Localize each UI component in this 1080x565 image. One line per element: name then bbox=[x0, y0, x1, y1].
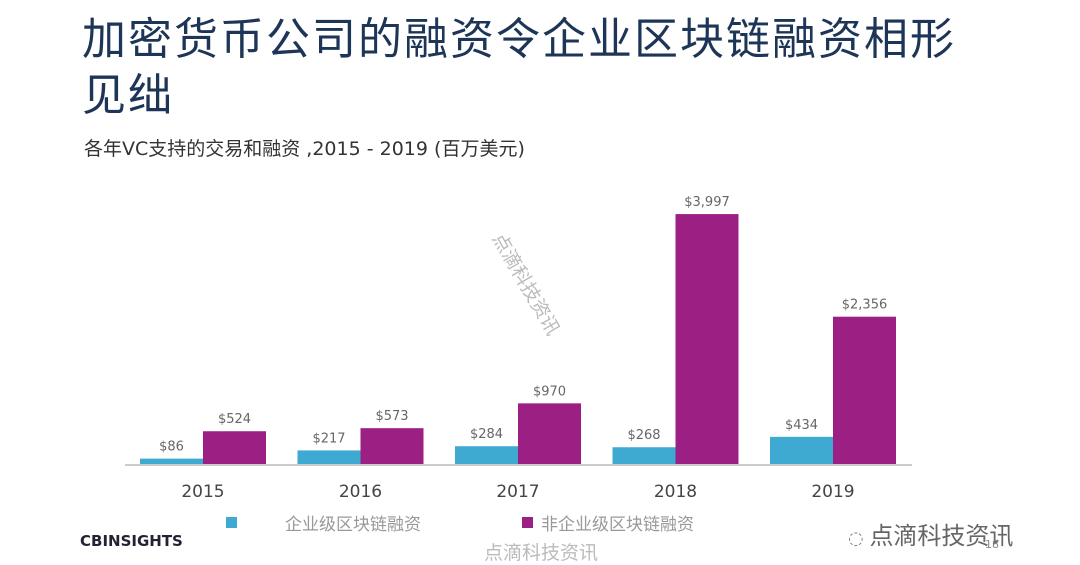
x-tick-label: 2017 bbox=[496, 482, 539, 502]
data-label: $217 bbox=[312, 431, 345, 446]
chart-title: 加密货币公司的融资令企业区块链融资相形见绌 bbox=[82, 14, 956, 121]
bar-2015-1 bbox=[203, 431, 266, 464]
data-label: $3,997 bbox=[684, 195, 730, 210]
data-label: $970 bbox=[533, 384, 566, 399]
bar-2016-1 bbox=[360, 428, 424, 464]
bar-2018-0 bbox=[612, 447, 676, 464]
legend-item-non-enterprise: 非企业级区块链融资 bbox=[522, 510, 694, 535]
data-label: $284 bbox=[470, 427, 503, 442]
page-number: 18 bbox=[985, 538, 999, 551]
legend-swatch bbox=[522, 517, 533, 528]
bar-2019-1 bbox=[833, 316, 896, 464]
x-tick-label: 2016 bbox=[339, 482, 382, 502]
legend-swatch bbox=[226, 517, 237, 528]
bar-2018-1 bbox=[675, 214, 739, 464]
bar-2017-0 bbox=[455, 446, 518, 464]
data-label: $2,356 bbox=[842, 298, 888, 313]
bar-2019-0 bbox=[770, 436, 833, 464]
bar-chart: $86 $524 2015 $217 $573 2016 $284 $970 2017 $268 $… bbox=[125, 195, 912, 502]
bar-2017-1 bbox=[518, 403, 581, 464]
data-label: $434 bbox=[785, 418, 818, 433]
watermark-bottom: 点滴科技资讯 bbox=[484, 542, 599, 564]
wechat-icon: ◌ bbox=[848, 528, 870, 549]
brand-label: ◌ 点滴科技资讯 bbox=[848, 516, 1013, 551]
data-label: $86 bbox=[159, 440, 184, 455]
brand-text: 点滴科技资讯 bbox=[869, 522, 1014, 550]
bar-2016-0 bbox=[297, 450, 361, 464]
x-tick-label: 2015 bbox=[181, 482, 224, 502]
bar-2015-0 bbox=[140, 458, 203, 464]
x-tick-label: 2018 bbox=[654, 482, 697, 502]
x-tick-label: 2019 bbox=[811, 482, 854, 502]
data-label: $573 bbox=[375, 409, 408, 424]
data-label: $524 bbox=[218, 412, 251, 427]
data-label: $268 bbox=[627, 428, 660, 443]
chart-subtitle: 各年VC支持的交易和融资 ,2015 - 2019 (百万美元) bbox=[84, 138, 525, 160]
legend-label: 非企业级区块链融资 bbox=[541, 515, 694, 535]
cbinsights-logo: CBINSIGHTS bbox=[80, 532, 183, 550]
legend-label: 企业级区块链融资 bbox=[285, 515, 421, 535]
legend-item-enterprise: 企业级区块链融资 bbox=[226, 510, 421, 535]
